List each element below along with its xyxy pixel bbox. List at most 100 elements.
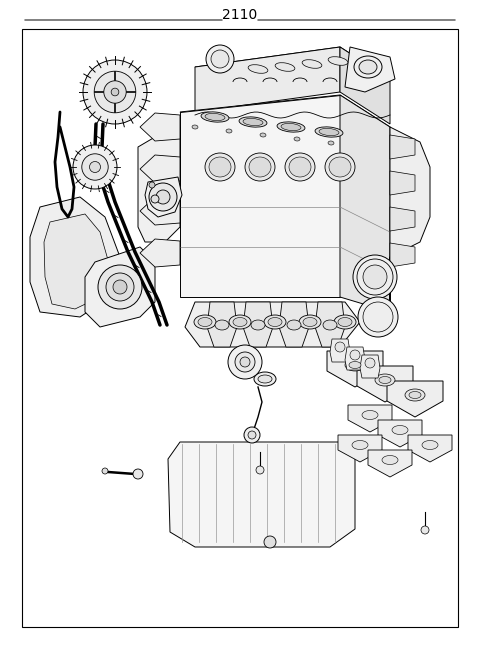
Polygon shape <box>140 155 180 183</box>
Polygon shape <box>315 302 345 347</box>
Circle shape <box>228 345 262 379</box>
Ellipse shape <box>329 157 351 177</box>
Ellipse shape <box>277 122 305 132</box>
Ellipse shape <box>194 315 216 329</box>
Circle shape <box>357 259 393 295</box>
Circle shape <box>82 154 108 180</box>
Ellipse shape <box>303 317 317 327</box>
Polygon shape <box>390 135 415 159</box>
Polygon shape <box>140 113 180 141</box>
Ellipse shape <box>285 153 315 181</box>
Polygon shape <box>140 197 180 225</box>
Ellipse shape <box>299 315 321 329</box>
Polygon shape <box>140 239 180 267</box>
Ellipse shape <box>319 128 339 135</box>
Polygon shape <box>207 302 237 347</box>
Polygon shape <box>30 197 120 317</box>
Circle shape <box>244 427 260 443</box>
Polygon shape <box>368 450 412 477</box>
Circle shape <box>264 536 276 548</box>
Ellipse shape <box>198 317 212 327</box>
Polygon shape <box>44 214 110 309</box>
Polygon shape <box>348 405 392 432</box>
Ellipse shape <box>382 455 398 464</box>
Ellipse shape <box>249 157 271 177</box>
Circle shape <box>98 265 142 309</box>
Polygon shape <box>378 420 422 447</box>
Polygon shape <box>145 177 182 217</box>
Ellipse shape <box>328 57 348 65</box>
Ellipse shape <box>302 60 322 68</box>
Ellipse shape <box>205 114 225 121</box>
Circle shape <box>156 190 170 204</box>
Polygon shape <box>387 381 443 417</box>
Polygon shape <box>340 47 390 124</box>
Ellipse shape <box>289 157 311 177</box>
Circle shape <box>335 342 345 352</box>
Circle shape <box>149 182 155 188</box>
Ellipse shape <box>315 127 343 137</box>
Circle shape <box>104 81 126 103</box>
Ellipse shape <box>379 376 391 384</box>
Polygon shape <box>85 247 155 327</box>
Ellipse shape <box>251 320 265 330</box>
Ellipse shape <box>258 375 272 383</box>
Ellipse shape <box>260 133 266 137</box>
Ellipse shape <box>226 129 232 133</box>
Circle shape <box>363 265 387 289</box>
Polygon shape <box>185 302 360 347</box>
Polygon shape <box>195 47 390 99</box>
Circle shape <box>206 45 234 73</box>
Ellipse shape <box>245 153 275 181</box>
Ellipse shape <box>359 60 377 74</box>
Ellipse shape <box>338 317 352 327</box>
Polygon shape <box>390 127 430 312</box>
Ellipse shape <box>328 141 334 145</box>
Circle shape <box>421 526 429 534</box>
Ellipse shape <box>294 137 300 141</box>
Ellipse shape <box>354 56 382 78</box>
Polygon shape <box>345 347 365 370</box>
Polygon shape <box>357 366 413 402</box>
Ellipse shape <box>215 320 229 330</box>
Circle shape <box>133 469 143 479</box>
Circle shape <box>149 183 177 211</box>
Ellipse shape <box>233 317 247 327</box>
Ellipse shape <box>352 440 368 449</box>
Ellipse shape <box>268 317 282 327</box>
Polygon shape <box>408 435 452 462</box>
Polygon shape <box>330 339 350 362</box>
Ellipse shape <box>362 411 378 420</box>
Ellipse shape <box>192 125 198 129</box>
Polygon shape <box>360 355 380 378</box>
Circle shape <box>73 145 117 189</box>
Circle shape <box>113 280 127 294</box>
Ellipse shape <box>275 62 295 72</box>
Ellipse shape <box>209 157 231 177</box>
Circle shape <box>235 352 255 372</box>
Polygon shape <box>345 47 395 92</box>
Ellipse shape <box>248 64 268 74</box>
Polygon shape <box>243 302 273 347</box>
Polygon shape <box>327 351 383 387</box>
Circle shape <box>365 358 375 368</box>
Ellipse shape <box>281 124 301 131</box>
Ellipse shape <box>405 389 425 401</box>
Polygon shape <box>180 95 340 297</box>
Ellipse shape <box>243 118 263 125</box>
Ellipse shape <box>334 315 356 329</box>
Polygon shape <box>138 127 180 242</box>
Circle shape <box>211 50 229 68</box>
Ellipse shape <box>323 320 337 330</box>
Ellipse shape <box>422 440 438 449</box>
Polygon shape <box>180 95 390 144</box>
Ellipse shape <box>287 320 301 330</box>
Ellipse shape <box>254 372 276 386</box>
Circle shape <box>248 431 256 439</box>
Ellipse shape <box>229 315 251 329</box>
Ellipse shape <box>264 315 286 329</box>
Circle shape <box>111 88 119 96</box>
Polygon shape <box>195 47 340 112</box>
Circle shape <box>83 60 147 124</box>
Ellipse shape <box>375 374 395 386</box>
